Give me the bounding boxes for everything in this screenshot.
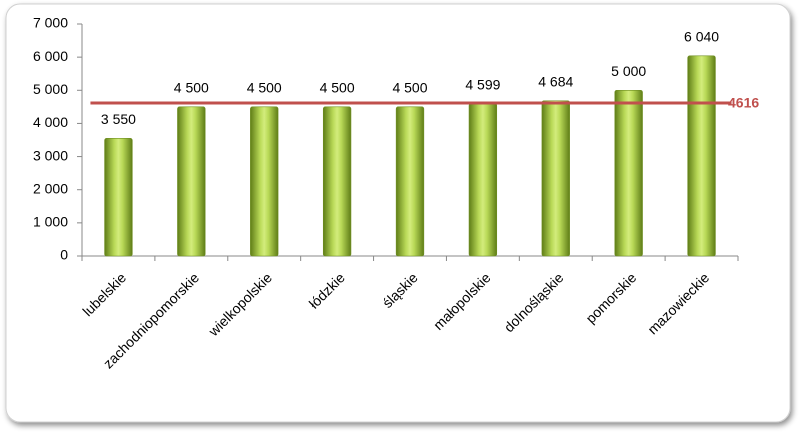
bar [177, 106, 206, 257]
value-label: 5 000 [611, 63, 646, 79]
value-label: 4 500 [320, 80, 355, 96]
bar [541, 100, 570, 257]
value-label: 4 684 [538, 73, 573, 89]
y-tick-label: 5 000 [33, 81, 68, 97]
y-tick-label: 6 000 [33, 48, 68, 64]
y-tick-label: 0 [60, 247, 68, 263]
bar [614, 89, 643, 257]
value-label: 4 599 [465, 76, 500, 92]
bar [250, 106, 279, 257]
y-tick-label: 2 000 [33, 180, 68, 196]
bar [395, 106, 425, 257]
y-tick-label: 3 000 [33, 147, 68, 163]
value-label: 4 500 [174, 80, 209, 96]
y-tick-label: 7 000 [33, 15, 68, 31]
value-label: 4 500 [247, 80, 282, 96]
value-label: 4 500 [392, 80, 427, 96]
value-label: 6 040 [684, 29, 719, 45]
bar [104, 138, 133, 257]
y-tick-label: 4 000 [33, 114, 68, 130]
value-label: 3 550 [101, 111, 136, 127]
bar [322, 106, 352, 257]
y-tick-label: 1 000 [33, 214, 68, 230]
bar [468, 103, 498, 257]
bar [687, 55, 716, 257]
reference-label: 4616 [728, 95, 759, 111]
